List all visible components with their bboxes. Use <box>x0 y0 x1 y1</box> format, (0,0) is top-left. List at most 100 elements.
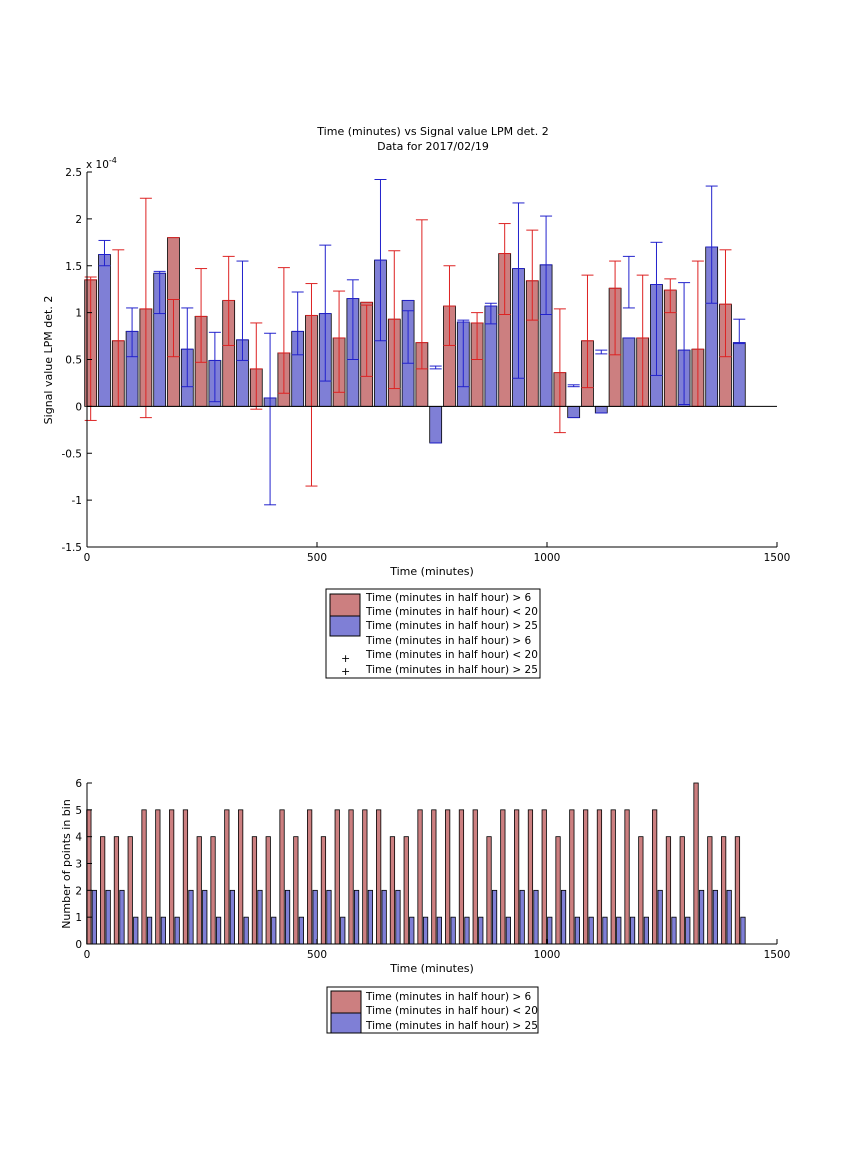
bar <box>478 916 484 945</box>
bar <box>458 809 465 945</box>
bar <box>567 405 581 419</box>
y-axis-label: Signal value LPM det. 2 <box>42 296 55 425</box>
top-axes: -1.5 -1 -0.5 0 0.5 1 1.5 2 2.5 0 500 1000 1500 <box>62 167 791 564</box>
chart-title: Time (minutes) vs Signal value LPM det. … <box>316 125 548 138</box>
chart-subtitle: Data for 2017/02/19 <box>377 140 489 153</box>
y-axis-label: Number of points in bin <box>60 799 73 929</box>
bar <box>721 836 727 945</box>
bar <box>574 916 580 945</box>
bar <box>693 782 699 945</box>
bar <box>547 916 553 945</box>
bottom-legend: Time (minutes in half hour) > 6 Time (mi… <box>326 986 539 1034</box>
bar <box>312 889 318 945</box>
legend-entry: Time (minutes in half hour) > 6 <box>365 592 532 604</box>
bar <box>505 916 511 945</box>
top-bars-layer <box>84 237 746 444</box>
bar <box>652 809 658 945</box>
bar <box>500 809 506 945</box>
legend-swatch-a <box>330 990 362 1014</box>
y-tick-label: -1.5 <box>62 542 83 554</box>
bar <box>624 809 630 945</box>
bottom-bars-layer <box>86 782 746 945</box>
bar <box>622 337 636 407</box>
y-tick-label: 0 <box>75 401 82 413</box>
bar <box>182 809 189 945</box>
legend-box <box>325 588 541 679</box>
legend-swatch-b <box>329 615 361 637</box>
bar <box>533 889 539 945</box>
bar <box>320 836 327 945</box>
bar <box>146 916 153 945</box>
bar <box>519 889 525 945</box>
bar <box>348 809 354 945</box>
bar <box>629 916 636 945</box>
bar <box>555 836 561 945</box>
x-tick-label: 0 <box>84 949 91 961</box>
bar <box>436 916 442 945</box>
top-errorbars-layer <box>84 179 746 506</box>
bar <box>160 916 166 945</box>
bar <box>417 809 423 945</box>
bar <box>257 889 263 945</box>
bar <box>367 889 373 945</box>
bar <box>403 836 409 945</box>
top-legend: Time (minutes in half hour) > 6 Time (mi… <box>325 588 541 679</box>
bar <box>381 889 387 945</box>
bar <box>243 916 249 945</box>
bar <box>429 405 443 444</box>
y-tick-label: -0.5 <box>62 448 83 460</box>
bar <box>174 916 180 945</box>
y-tick-label: 4 <box>75 832 82 844</box>
legend-swatch-a <box>329 593 361 617</box>
signal-value-chart: Time (minutes) vs Signal value LPM det. … <box>42 125 791 679</box>
legend-swatch-b <box>330 1012 362 1034</box>
legend-entry: Time (minutes in half hour) > 6 <box>365 991 532 1003</box>
y-tick-label: 6 <box>75 778 82 790</box>
bar <box>657 889 663 945</box>
x-tick-label: 1500 <box>764 949 791 961</box>
bar <box>734 836 741 945</box>
bar <box>643 916 649 945</box>
bar <box>712 889 718 945</box>
x-tick-label: 1000 <box>534 552 561 564</box>
bar <box>594 405 608 414</box>
x-tick-label: 1500 <box>764 552 791 564</box>
bar <box>450 916 456 945</box>
bar <box>229 889 235 945</box>
bar <box>665 836 672 945</box>
y-tick-label: -1 <box>72 495 82 507</box>
y-tick-label: 1 <box>75 912 82 924</box>
bar <box>155 809 161 945</box>
bar <box>602 916 608 945</box>
bar <box>583 809 589 945</box>
legend-entry: Time (minutes in half hour) < 20 <box>365 1005 538 1017</box>
bar <box>353 889 360 945</box>
y-tick-label: 0.5 <box>65 355 82 367</box>
bar <box>514 809 520 945</box>
bar <box>271 916 277 945</box>
bar <box>671 916 677 945</box>
x-axis-label: Time (minutes) <box>389 565 474 578</box>
bar <box>376 809 382 945</box>
bar <box>141 809 147 945</box>
bar <box>169 809 175 945</box>
bar <box>100 836 106 945</box>
bar <box>445 809 451 945</box>
bar <box>91 889 97 945</box>
legend-box <box>326 986 539 1034</box>
bar <box>472 809 478 945</box>
bar <box>732 342 746 407</box>
bar <box>210 836 216 945</box>
bar <box>486 836 492 945</box>
bar <box>726 889 732 945</box>
y-tick-label: 1 <box>75 308 82 320</box>
bar <box>340 916 346 945</box>
bar <box>251 836 258 945</box>
legend-marker-red-plus: + <box>341 652 350 665</box>
bar <box>119 889 125 945</box>
bar <box>238 809 244 945</box>
y-tick-label: 2 <box>75 214 82 226</box>
y-tick-label: 0 <box>75 939 82 951</box>
y-tick-label: 2 <box>75 885 82 897</box>
